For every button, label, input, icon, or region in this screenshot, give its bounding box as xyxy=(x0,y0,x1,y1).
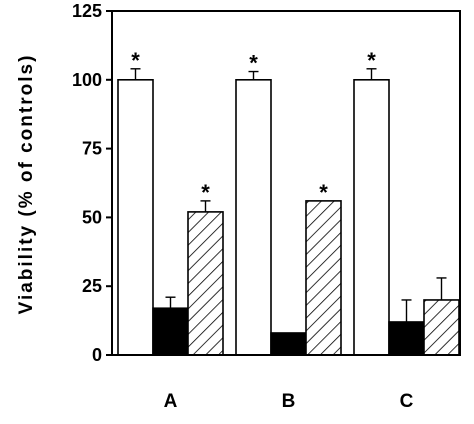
x-tick-label-a: A xyxy=(164,391,178,412)
y-tick-label-100: 100 xyxy=(72,70,102,90)
bar-b-black xyxy=(270,332,307,356)
significance-marker-a-white: * xyxy=(131,48,140,73)
y-tick-label-25: 25 xyxy=(82,276,102,296)
y-axis-label: Viability (% of controls) xyxy=(16,54,37,315)
bar-c-hatched xyxy=(423,299,460,356)
bar-b-hatched xyxy=(305,200,342,356)
bar-c-black xyxy=(388,321,425,356)
significance-marker-a-hatched: * xyxy=(201,180,210,205)
y-tick-label-50: 50 xyxy=(82,207,102,227)
y-tick-label-125: 125 xyxy=(72,1,102,21)
significance-marker-c-white: * xyxy=(367,48,376,73)
bar-a-black xyxy=(152,307,189,356)
bar-a-hatched xyxy=(187,211,224,356)
x-tick-label-b: B xyxy=(282,391,296,412)
significance-marker-b-hatched: * xyxy=(319,180,328,205)
plot-frame xyxy=(111,10,461,356)
y-tick-label-0: 0 xyxy=(92,345,102,365)
bar-b-white xyxy=(235,79,272,356)
y-tick-label-75: 75 xyxy=(82,139,102,159)
bar-a-white xyxy=(117,79,154,356)
bar-c-white xyxy=(353,79,390,356)
plot-area: * * A * * B * C 0 25 50 75 100 125 xyxy=(72,1,461,412)
significance-marker-b-white: * xyxy=(249,51,258,76)
x-tick-label-c: C xyxy=(400,391,414,412)
